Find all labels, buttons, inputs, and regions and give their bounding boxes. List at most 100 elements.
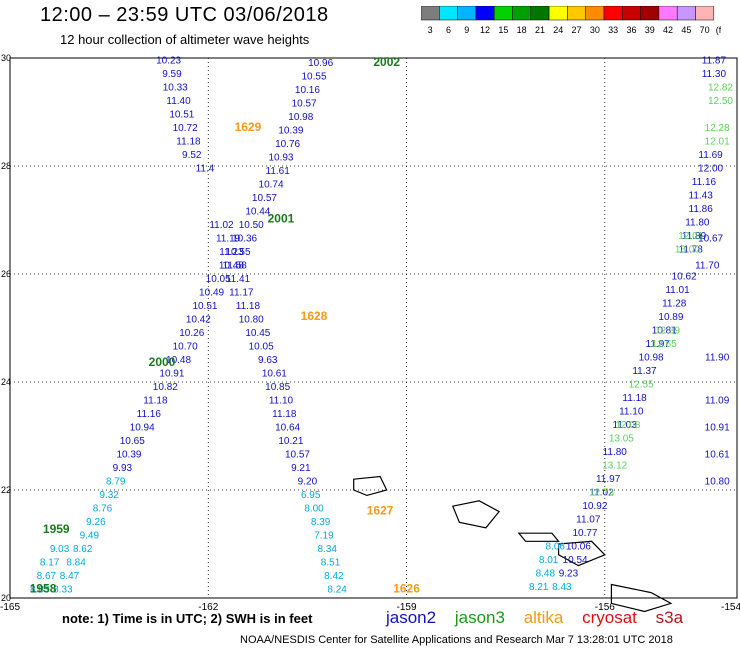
wave-height-point: 11.18	[236, 301, 261, 312]
wave-height-point: 11.18	[176, 136, 201, 147]
wave-height-point: 11.09	[705, 396, 730, 407]
wave-height-point: 12.08	[615, 420, 640, 431]
x-tick-label: -154	[721, 602, 740, 613]
legend-cryosat: cryosat	[582, 608, 637, 627]
wave-height-point: 10.62	[672, 271, 697, 282]
wave-height-point: 11.16	[137, 409, 162, 420]
wave-height-point: 11.97	[596, 474, 621, 485]
x-tick-label: -156	[595, 602, 615, 613]
wave-height-point: 9.26	[86, 517, 106, 528]
wave-height-point: 11.02	[209, 220, 234, 231]
wave-height-point: 11.02	[589, 487, 614, 498]
island-coastline	[558, 540, 606, 567]
colorbar-label: 42	[663, 25, 673, 35]
wave-height-point: 11.30	[702, 69, 727, 80]
wave-height-point: 11.17	[229, 288, 254, 299]
wave-height-point: 12.65	[652, 339, 677, 350]
colorbar-label: 6	[446, 25, 451, 35]
wave-height-point: 8.34	[318, 544, 338, 555]
wave-height-point: 10.89	[658, 312, 683, 323]
satellite-legend: jason2 jason3 altika cryosat s3a	[386, 608, 697, 628]
wave-height-point: 12.01	[678, 231, 703, 242]
wave-height-point: 10.54	[563, 555, 588, 566]
wave-height-point: 12.82	[708, 82, 733, 93]
wave-height-point: 10.98	[639, 352, 664, 363]
wave-height-point: 10.80	[705, 477, 730, 488]
colorbar-label: 33	[608, 25, 618, 35]
wave-height-point: 8.84	[66, 558, 86, 569]
pass-time-label: 1626	[393, 582, 420, 596]
x-tick-label: -162	[198, 602, 218, 613]
wave-height-point: 11.03	[612, 420, 637, 431]
x-tick-label: -159	[397, 602, 417, 613]
wave-height-point: 11.01	[665, 285, 690, 296]
wave-height-point: 10.85	[265, 382, 290, 393]
wave-height-point: 8.06	[546, 541, 566, 552]
wave-height-point: 10.51	[192, 301, 217, 312]
island-coastline	[353, 475, 388, 497]
wave-height-point: 11.41	[226, 274, 251, 285]
wave-height-point: 11.70	[695, 261, 720, 272]
pass-time-label: 1629	[235, 120, 262, 134]
wave-height-point: 10.76	[275, 139, 300, 150]
wave-height-point: 11.18	[272, 409, 297, 420]
wave-height-point: 8.00	[304, 504, 324, 515]
wave-height-point: 9.63	[258, 355, 278, 366]
footer-credit: NOAA/NESDIS Center for Satellite Applica…	[240, 634, 673, 646]
wave-height-point: 12.39	[655, 325, 680, 336]
wave-height-point: 10.39	[116, 450, 141, 461]
wave-height-point: 8.21	[529, 582, 549, 593]
wave-height-point: 10.77	[572, 528, 597, 539]
wave-height-point: 10.05	[206, 274, 231, 285]
wave-height-point: 9.49	[80, 531, 100, 542]
wave-height-point: 8.47	[60, 571, 80, 582]
y-tick-label: 20	[1, 593, 11, 603]
wave-height-point: 9.03	[50, 544, 70, 555]
wave-height-point: 8.42	[324, 571, 344, 582]
wave-height-point: 12.00	[698, 163, 723, 174]
wave-height-point: 10.61	[705, 450, 730, 461]
wave-height-point: 8.62	[73, 544, 93, 555]
wave-height-point: 10.55	[302, 72, 327, 83]
wave-height-point: 11.97	[646, 339, 671, 350]
wave-height-point: 10.80	[239, 315, 264, 326]
y-tick-label: 26	[1, 269, 11, 279]
wave-height-point: 10.36	[232, 234, 257, 245]
wave-height-point: 8.17	[40, 558, 60, 569]
wave-height-point: 12.55	[629, 379, 654, 390]
colorbar-label: 9	[464, 25, 469, 35]
wave-height-point: 10.48	[166, 355, 191, 366]
wave-height-point: 11.89	[682, 231, 707, 242]
wave-height-point: 13.05	[609, 433, 634, 444]
wave-height-point: 11.80	[685, 217, 710, 228]
y-tick-label: 22	[1, 485, 11, 495]
wave-height-point: 10.42	[186, 315, 211, 326]
wave-height-point: 10.70	[173, 342, 198, 353]
island-coastline	[610, 583, 673, 613]
wave-height-point: 10.26	[179, 328, 204, 339]
island-coastline	[451, 500, 501, 529]
wave-height-point: 10.61	[262, 369, 287, 380]
wave-height-point: 12.01	[705, 136, 730, 147]
wave-height-point: 10.21	[278, 436, 303, 447]
wave-height-point: 10.96	[308, 58, 333, 69]
wave-height-point: 12.28	[705, 123, 730, 134]
wave-height-point: 10.94	[130, 423, 155, 434]
colorbar-label: 21	[535, 25, 545, 35]
wave-height-point: 11.10	[269, 396, 294, 407]
y-tick-label: 24	[1, 377, 11, 387]
x-tick-label: -165	[0, 602, 20, 613]
wave-height-point: 8.48	[536, 568, 556, 579]
pass-time-label: 2002	[373, 55, 400, 69]
wave-height-point: 9.32	[99, 490, 119, 501]
wave-height-point: 9.59	[162, 69, 182, 80]
wave-height-point: 8.51	[321, 558, 341, 569]
wave-height-point: 13.12	[602, 460, 627, 471]
wave-height-point: 11.43	[689, 190, 714, 201]
wave-height-point: 10.55	[225, 247, 250, 258]
wave-height-point: 7.19	[314, 531, 334, 542]
wave-height-point: 6.95	[301, 490, 321, 501]
wave-height-point: 11.4	[196, 163, 215, 174]
pass-time-label: 1958	[30, 582, 57, 596]
